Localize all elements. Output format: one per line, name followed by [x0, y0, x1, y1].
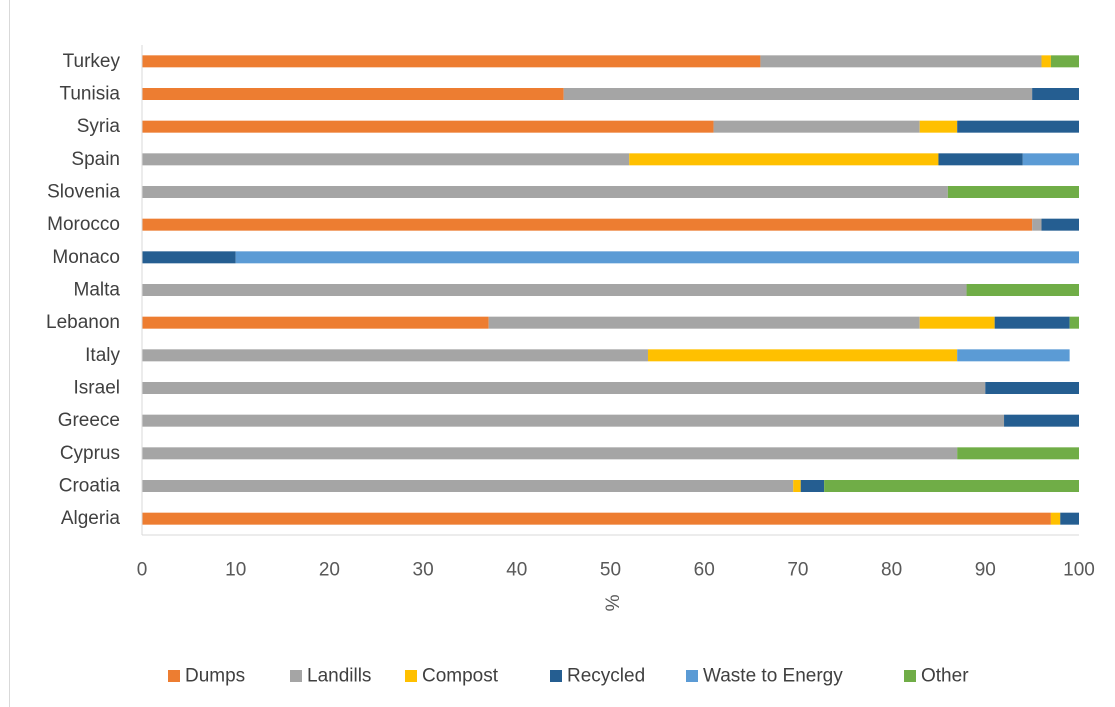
bar-segment-lebanon-landills — [488, 316, 920, 329]
category-label: Italy — [85, 345, 120, 366]
bar-segment-morocco-dumps — [142, 218, 1033, 231]
legend-label: Dumps — [185, 666, 245, 687]
bar-segment-tunisia-recycled — [1032, 88, 1079, 100]
bar-segment-tunisia-landills — [563, 88, 1033, 100]
legend-label: Compost — [422, 666, 499, 687]
bar-segment-turkey-dumps — [142, 55, 761, 68]
category-label: Syria — [77, 116, 121, 137]
x-tick-label: 90 — [975, 560, 996, 581]
bar-segment-monaco-waste-to-energy — [235, 251, 1079, 264]
legend-swatch-dumps — [168, 670, 180, 682]
category-label: Cyprus — [60, 443, 120, 464]
category-label: Turkey — [63, 51, 121, 72]
category-label: Slovenia — [47, 182, 120, 203]
bar-segment-syria-dumps — [142, 120, 714, 133]
category-label: Algeria — [61, 508, 121, 529]
legend-label: Recycled — [567, 666, 645, 687]
bar-segment-syria-compost — [919, 120, 958, 133]
x-tick-label: 50 — [600, 560, 621, 581]
bar-segment-morocco-recycled — [1041, 218, 1079, 231]
bar-segment-spain-waste-to-energy — [1022, 153, 1079, 166]
bar-segment-algeria-dumps — [142, 512, 1051, 525]
bar-segment-italy-waste-to-energy — [957, 349, 1070, 362]
bar-segment-turkey-other — [1050, 55, 1079, 68]
bar-segment-syria-landills — [713, 120, 920, 133]
bar-segment-lebanon-compost — [919, 316, 995, 329]
bar-segment-italy-landills — [142, 349, 648, 362]
x-tick-label: 100 — [1063, 560, 1095, 581]
legend-swatch-other — [904, 670, 916, 682]
x-tick-label: 20 — [319, 560, 340, 581]
bar-segment-spain-landills — [142, 153, 630, 166]
legend: Dumps Landills Compost Recycled Waste to Ene… — [168, 666, 969, 687]
bar-segment-turkey-landills — [760, 55, 1042, 68]
category-labels: Algeria Croatia Cyprus Greece Israel Italy Leb… — [46, 51, 120, 529]
frame-border-line — [9, 0, 10, 707]
legend-label: Waste to Energy — [703, 666, 843, 687]
legend-swatch-recycled — [550, 670, 562, 682]
bar-segment-slovenia-landills — [142, 186, 948, 198]
category-label: Greece — [58, 410, 120, 431]
legend-label: Other — [921, 666, 969, 687]
bar-segment-lebanon-dumps — [142, 316, 489, 329]
bar-segment-spain-compost — [629, 153, 939, 166]
legend-label: Landills — [307, 666, 371, 687]
bar-segment-cyprus-other — [957, 447, 1079, 460]
bar-segment-croatia-other — [824, 480, 1079, 492]
bar-segment-algeria-compost — [1050, 512, 1061, 525]
category-label: Malta — [74, 280, 121, 301]
bar-segment-algeria-recycled — [1060, 512, 1079, 525]
bar-segment-turkey-compost — [1041, 55, 1051, 68]
bar-segment-lebanon-recycled — [994, 316, 1070, 329]
bar-segment-croatia-landills — [142, 480, 794, 492]
bar-segment-malta-other — [966, 284, 1079, 296]
bar-segment-greece-landills — [142, 414, 1005, 427]
x-tick-label: 60 — [694, 560, 715, 581]
category-label: Lebanon — [46, 312, 120, 333]
bar-segment-spain-recycled — [938, 153, 1023, 166]
bar-segment-israel-landills — [142, 382, 986, 394]
bar-segment-malta-landills — [142, 284, 967, 296]
category-label: Tunisia — [59, 84, 120, 105]
x-tick-label: 80 — [881, 560, 902, 581]
bar-segment-croatia-compost — [793, 480, 801, 492]
x-tick-label: 40 — [506, 560, 527, 581]
category-label: Monaco — [52, 247, 120, 268]
x-tick-label: 30 — [413, 560, 434, 581]
legend-swatch-compost — [405, 670, 417, 682]
category-label: Croatia — [59, 476, 121, 497]
category-label: Israel — [74, 378, 120, 399]
category-label: Morocco — [47, 214, 120, 235]
x-tick-label: 10 — [225, 560, 246, 581]
bar-segment-monaco-recycled — [142, 251, 236, 264]
x-axis-ticks: 0 10 20 30 40 50 60 70 80 90 100 — [137, 560, 1095, 581]
bar-segment-tunisia-dumps — [142, 88, 564, 100]
bar-segment-croatia-recycled — [800, 480, 825, 492]
x-axis-title: % — [601, 595, 622, 612]
category-label: Spain — [71, 149, 120, 170]
bar-segment-italy-compost — [647, 349, 958, 362]
bar-segment-morocco-landills — [1032, 218, 1042, 231]
x-tick-label: 70 — [787, 560, 808, 581]
bar-segment-lebanon-other — [1069, 316, 1079, 329]
legend-swatch-waste-to-energy — [686, 670, 698, 682]
bars-group — [142, 55, 1079, 525]
bar-segment-israel-recycled — [985, 382, 1079, 394]
legend-swatch-landills — [290, 670, 302, 682]
bar-segment-cyprus-landills — [142, 447, 958, 460]
bar-segment-greece-recycled — [1004, 414, 1079, 427]
bar-segment-syria-recycled — [957, 120, 1079, 133]
bar-segment-slovenia-other — [947, 186, 1079, 198]
x-tick-label: 0 — [137, 560, 148, 581]
